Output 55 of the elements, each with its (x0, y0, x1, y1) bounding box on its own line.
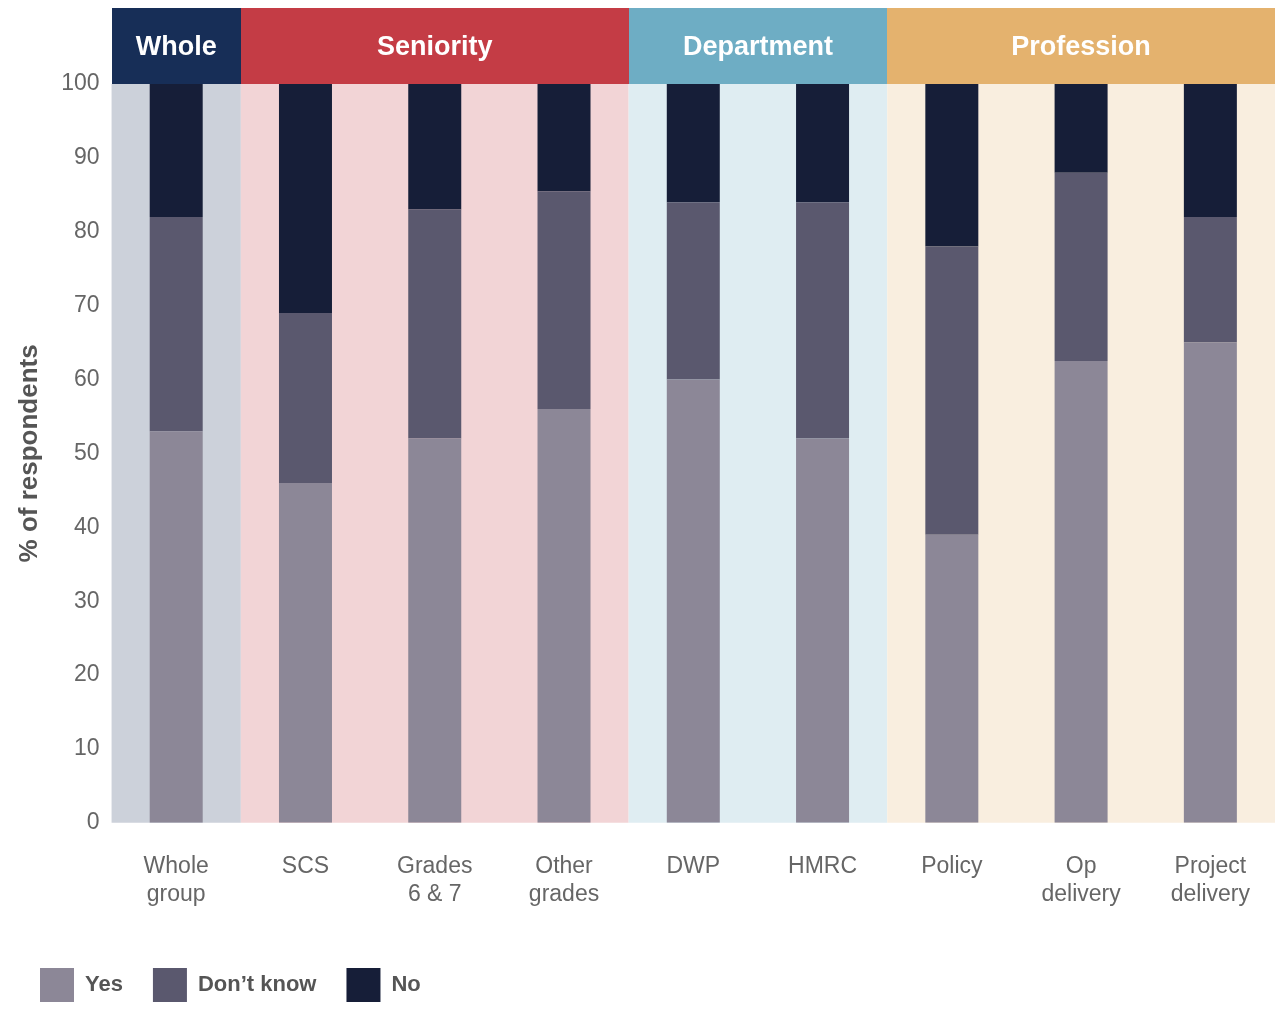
y-tick-label: 90 (73, 143, 100, 170)
legend-label: Yes (85, 971, 123, 997)
bar (925, 534, 979, 823)
bar (537, 191, 591, 410)
group-header: Profession (887, 8, 1275, 84)
group-header: Department (628, 8, 888, 84)
bar (666, 202, 720, 380)
x-tick-label: Op delivery (1041, 851, 1122, 906)
x-tick-label: Whole group (143, 851, 209, 906)
bar (278, 84, 332, 314)
x-tick-label: Other grades (528, 851, 600, 906)
x-tick-label: Project delivery (1170, 851, 1251, 906)
bar (1054, 172, 1108, 362)
x-tick-label: SCS (281, 851, 330, 878)
bar (1183, 216, 1237, 343)
bar (278, 313, 332, 483)
bar (796, 84, 850, 203)
y-tick-label: 20 (73, 660, 100, 687)
bar (537, 84, 591, 192)
bar (1183, 84, 1237, 217)
bar (408, 209, 462, 439)
y-tick-label: 0 (86, 808, 100, 835)
bar (1054, 361, 1108, 823)
bar (408, 438, 462, 823)
legend-label: Don’t know (197, 971, 318, 997)
bar (149, 84, 203, 217)
y-tick-label: 80 (73, 217, 100, 244)
y-tick-label: 50 (73, 438, 100, 465)
bar (149, 216, 203, 432)
group-header: Seniority (240, 8, 629, 84)
bar (666, 84, 720, 203)
bar (278, 482, 332, 823)
y-tick-label: 60 (73, 364, 100, 391)
legend-label: No (391, 971, 421, 997)
x-tick-label: Grades 6 & 7 (397, 851, 473, 906)
y-tick-label: 10 (73, 734, 100, 761)
x-tick-label: HMRC (788, 851, 858, 878)
bar (925, 84, 979, 247)
y-axis-title: % of respondents (12, 344, 43, 563)
y-tick-label: 30 (73, 586, 100, 613)
bar (1054, 84, 1108, 173)
y-tick-label: 40 (73, 512, 100, 539)
bar (537, 409, 591, 823)
y-tick-label: 100 (61, 69, 100, 96)
x-tick-label: DWP (666, 851, 721, 878)
bar (149, 431, 203, 823)
bar (666, 379, 720, 823)
bar (1183, 342, 1237, 823)
y-tick-label: 70 (73, 290, 100, 317)
group-header: Whole (111, 8, 241, 84)
x-tick-label: Policy (921, 851, 983, 878)
bar (408, 84, 462, 210)
bar (796, 438, 850, 823)
bar (796, 202, 850, 439)
bar (925, 246, 979, 535)
